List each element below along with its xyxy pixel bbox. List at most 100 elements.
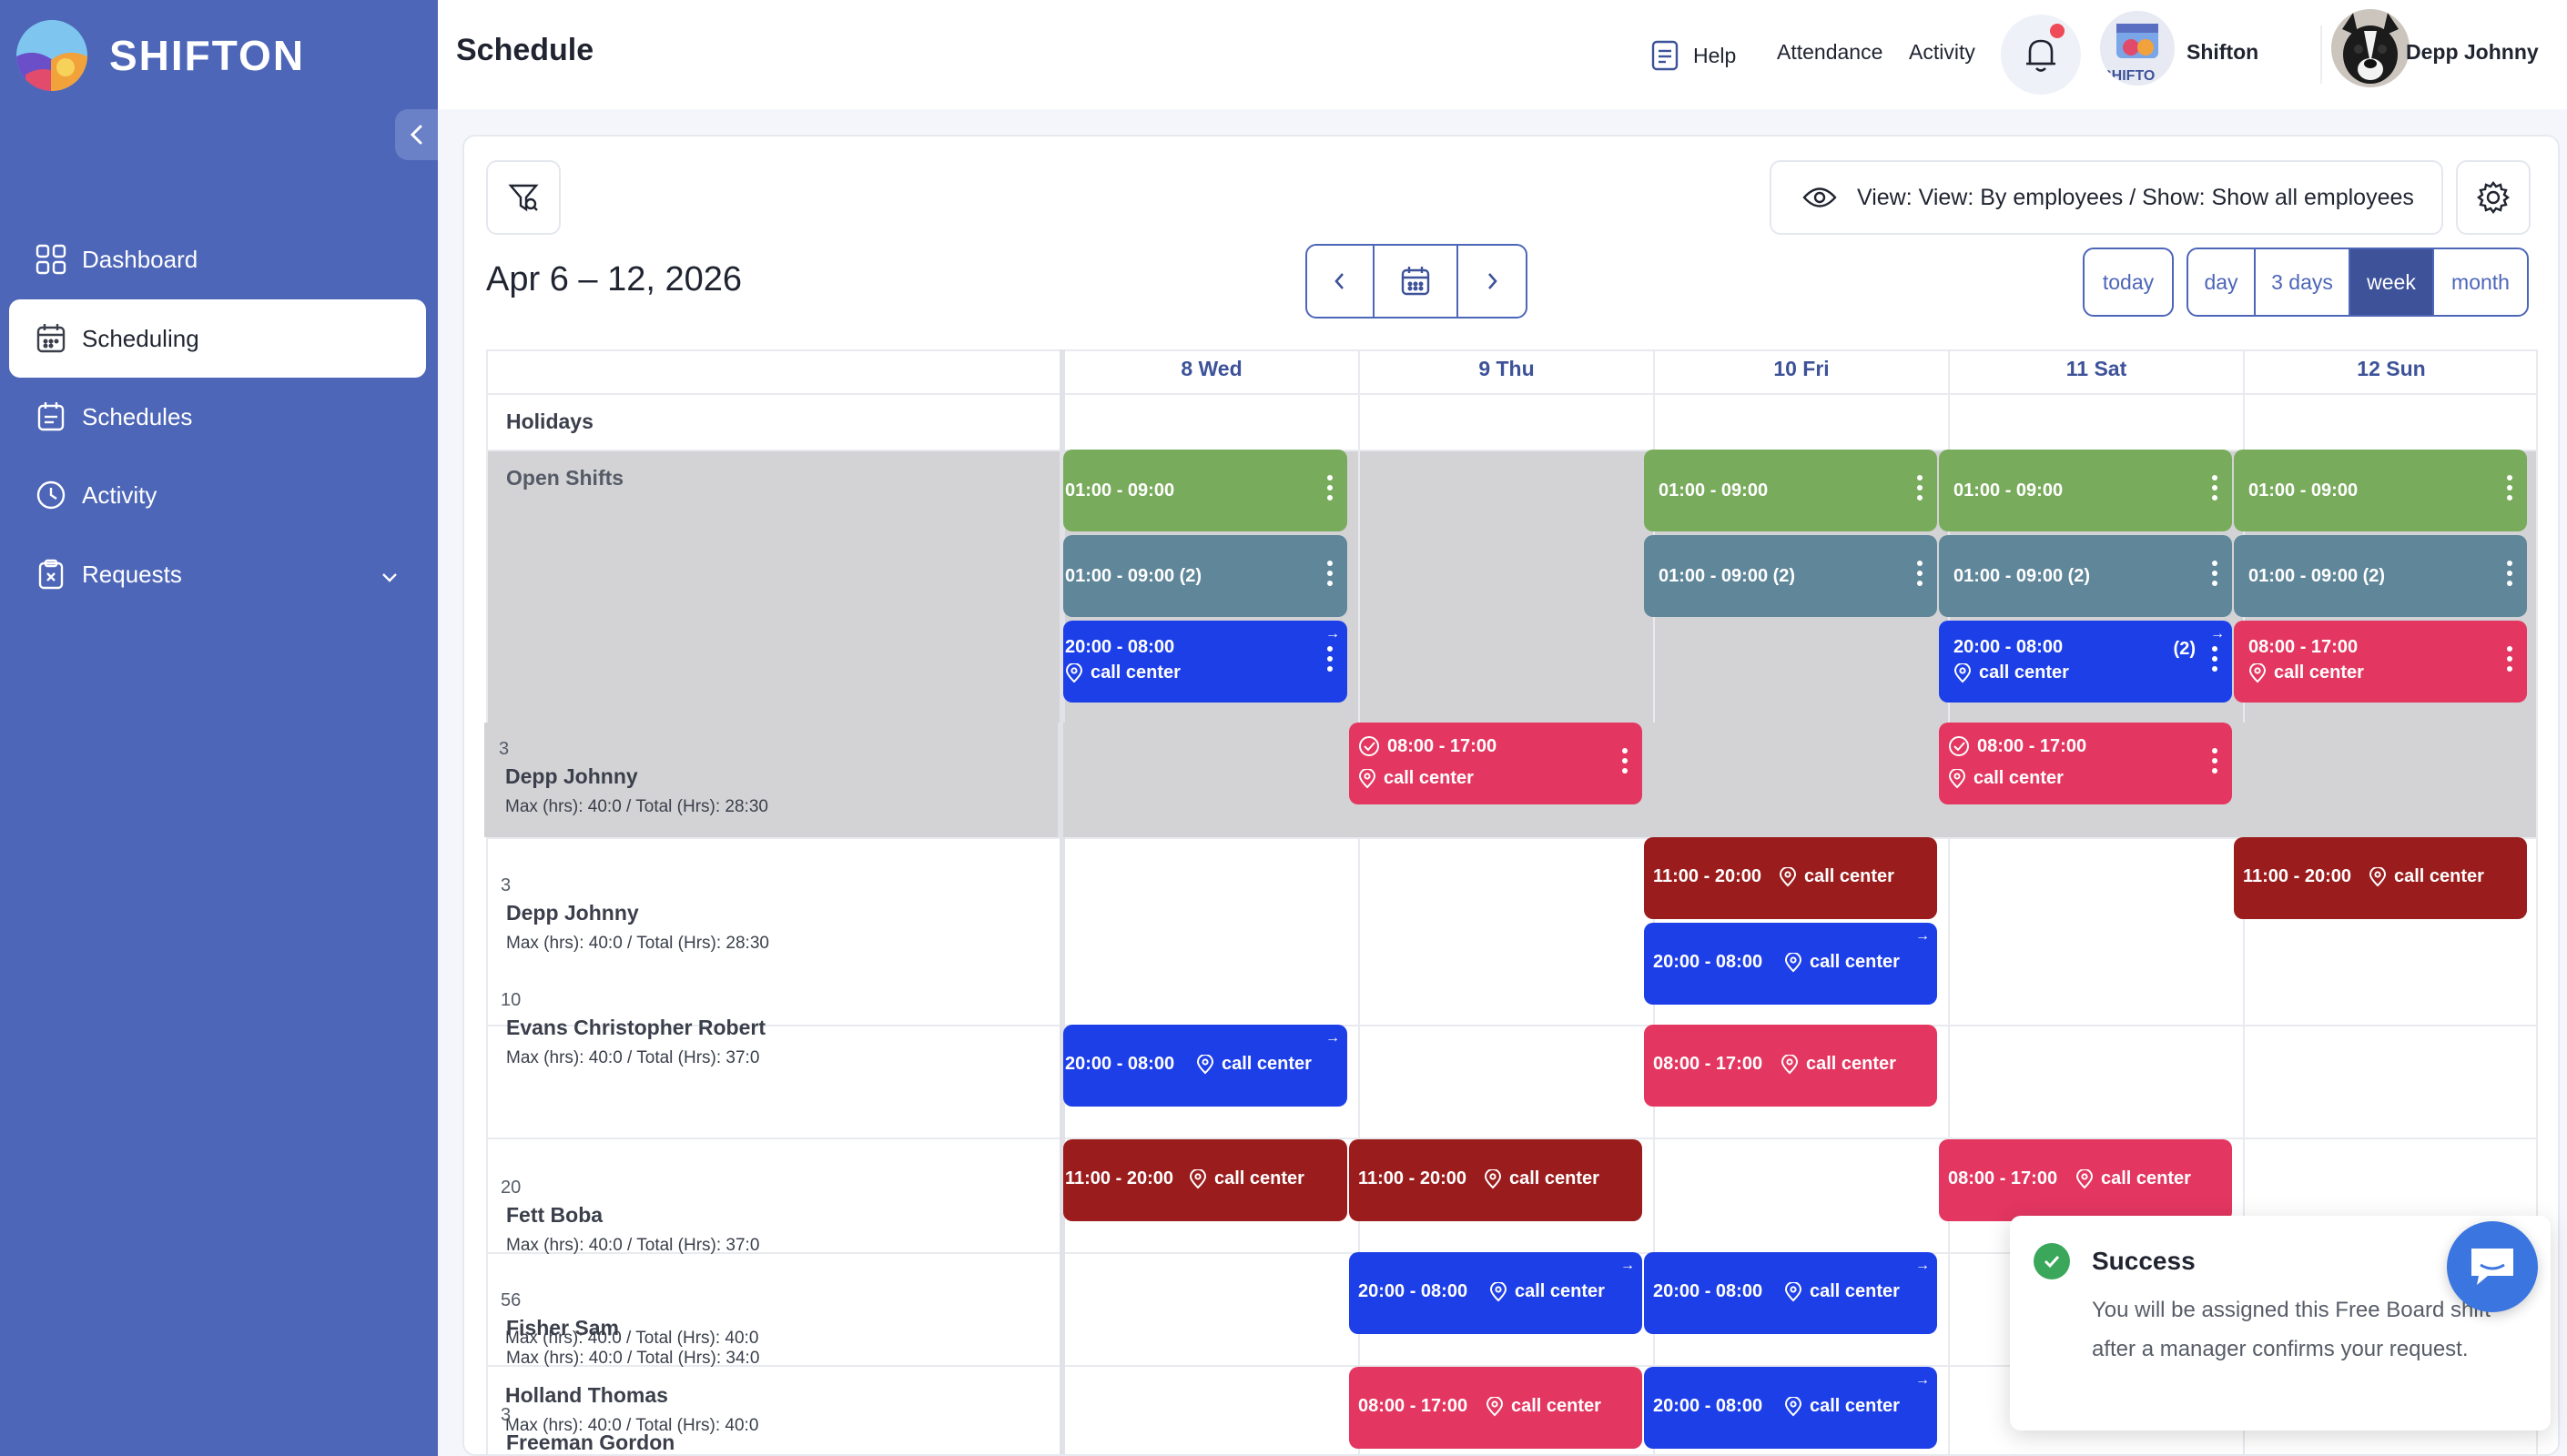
shift-card[interactable]: 11:00 - 20:00 call center [1644, 837, 1937, 919]
chat-button[interactable] [2447, 1221, 2538, 1312]
shift-card[interactable]: 20:00 - 08:00 call center → [1644, 923, 1937, 1005]
shift-card[interactable]: 08:00 - 17:00 call center [1939, 1139, 2232, 1221]
chevron-down-icon[interactable] [380, 562, 399, 591]
shift-card[interactable]: 08:00 - 17:00 call center [1349, 723, 1642, 804]
more-vertical-icon[interactable] [1917, 561, 1923, 591]
shift-card[interactable]: 20:00 - 08:00 call center → [1644, 1252, 1937, 1334]
open-shift-card[interactable]: 01:00 - 09:00 [1644, 450, 1937, 531]
view-selector[interactable]: View: View: By employees / Show: Show al… [1770, 160, 2443, 235]
sidebar-item-activity[interactable]: Activity [9, 456, 426, 534]
open-shift-card[interactable]: 01:00 - 09:00 (2) [2234, 535, 2527, 617]
open-shift-card[interactable]: 01:00 - 09:00 [1939, 450, 2232, 531]
more-vertical-icon[interactable] [2507, 646, 2512, 676]
open-shift-card[interactable]: 08:00 - 17:00 call center [2234, 621, 2527, 703]
open-shift-card[interactable]: 01:00 - 09:00 [2234, 450, 2527, 531]
more-vertical-icon[interactable] [2212, 646, 2217, 676]
more-vertical-icon[interactable] [1622, 748, 1628, 778]
day-header[interactable]: 12 Sun [2357, 357, 2426, 380]
shift-card[interactable]: 20:00 - 08:00 call center → [1349, 1252, 1642, 1334]
sidebar-item-requests[interactable]: Requests [9, 535, 426, 613]
open-shift-card[interactable]: 01:00 - 09:00 [1063, 450, 1347, 531]
prev-week-button[interactable] [1307, 246, 1375, 317]
more-vertical-icon[interactable] [2212, 475, 2217, 505]
settings-button[interactable] [2456, 160, 2531, 235]
divider [2320, 25, 2322, 84]
collapse-sidebar-button[interactable] [395, 109, 438, 160]
shift-card[interactable]: 11:00 - 20:00 call center [1349, 1139, 1642, 1221]
arrow-right-icon: → [1915, 928, 1930, 944]
more-vertical-icon[interactable] [2212, 748, 2217, 778]
notifications-button[interactable] [2001, 15, 2081, 95]
activity-link[interactable]: Activity [1909, 40, 1975, 64]
location-pin-icon [1489, 1281, 1507, 1301]
open-shift-card[interactable]: 01:00 - 09:00 (2) [1644, 535, 1937, 617]
shift-card[interactable]: 11:00 - 20:00 call center [2234, 837, 2527, 919]
company-avatar[interactable]: SHIFTO [2100, 11, 2175, 86]
employee-name[interactable]: Holland Thomas [505, 1383, 668, 1407]
shift-card[interactable]: 20:00 - 08:00 call center → [1063, 1025, 1347, 1107]
day-header[interactable]: 11 Sat [2065, 357, 2127, 380]
shift-card[interactable]: 11:00 - 20:00 call center [1063, 1139, 1347, 1221]
range-week-button[interactable]: week [2350, 249, 2434, 315]
company-name[interactable]: Shifton [2187, 40, 2259, 64]
shift-time: 20:00 - 08:00 [1358, 1281, 1468, 1301]
more-vertical-icon[interactable] [1327, 475, 1333, 505]
open-shift-card[interactable]: 01:00 - 09:00 (2) [1939, 535, 2232, 617]
schedule-list-icon [35, 400, 67, 433]
range-3days-button[interactable]: 3 days [2256, 249, 2350, 315]
svg-text:SHIFTO: SHIFTO [2102, 68, 2155, 84]
filter-button[interactable] [486, 160, 561, 235]
shift-location: call center [1065, 662, 1181, 683]
employee-name[interactable]: Evans Christopher Robert [506, 1016, 766, 1039]
open-shift-card[interactable]: 20:00 - 08:00 call center → [1063, 621, 1347, 703]
calendar-icon [1401, 267, 1430, 296]
employee-hours: Max (hrs): 40:0 / Total (Hrs): 28:30 [505, 797, 768, 816]
range-day-button[interactable]: day [2188, 249, 2256, 315]
more-vertical-icon[interactable] [1327, 561, 1333, 591]
shift-card[interactable]: 20:00 - 08:00 call center → [1644, 1367, 1937, 1449]
shift-time: 20:00 - 08:00 [1653, 952, 1763, 972]
sidebar-item-schedules[interactable]: Schedules [9, 378, 426, 456]
employee-name[interactable]: Fisher Sam [506, 1316, 619, 1340]
logo[interactable]: SHIFTON [16, 20, 305, 91]
user-avatar[interactable] [2331, 9, 2410, 87]
employee-name[interactable]: Freeman Gordon [506, 1431, 675, 1454]
shift-time: 01:00 - 09:00 [2248, 480, 2359, 500]
shift-location: call center [1196, 1054, 1312, 1075]
more-vertical-icon[interactable] [1917, 475, 1923, 505]
shift-time: 01:00 - 09:00 [1659, 480, 1769, 500]
shift-time: 08:00 - 17:00 [1948, 1168, 2058, 1188]
shift-location: call center [1486, 1396, 1601, 1417]
employee-hours: Max (hrs): 40:0 / Total (Hrs): 37:0 [506, 1236, 760, 1255]
more-vertical-icon[interactable] [2507, 561, 2512, 591]
today-button[interactable]: today [2083, 248, 2174, 317]
sidebar-item-dashboard[interactable]: Dashboard [9, 220, 426, 298]
more-vertical-icon[interactable] [2212, 561, 2217, 591]
user-name[interactable]: Depp Johnny [2406, 40, 2539, 64]
more-vertical-icon[interactable] [2507, 475, 2512, 505]
sidebar-item-scheduling[interactable]: Scheduling [9, 299, 426, 378]
location-pin-icon [1948, 768, 1966, 788]
day-header[interactable]: 9 Thu [1478, 357, 1535, 380]
attendance-link[interactable]: Attendance [1777, 40, 1883, 64]
shift-card[interactable]: 08:00 - 17:00 call center [1939, 723, 2232, 804]
range-month-button[interactable]: month [2451, 269, 2510, 294]
next-week-button[interactable] [1458, 246, 1526, 317]
employee-name[interactable]: Depp Johnny [506, 901, 639, 925]
day-header[interactable]: 8 Wed [1181, 357, 1243, 380]
shift-time: 01:00 - 09:00 (2) [1953, 566, 2091, 586]
shift-card[interactable]: 08:00 - 17:00 call center [1349, 1367, 1642, 1449]
shift-location: call center [1784, 952, 1900, 973]
more-vertical-icon[interactable] [1327, 646, 1333, 676]
help-link[interactable]: Help [1651, 40, 1736, 71]
open-shift-card[interactable]: 20:00 - 08:00 (2) call center → [1939, 621, 2232, 703]
employee-name[interactable]: Fett Boba [506, 1203, 604, 1227]
open-shift-card[interactable]: 01:00 - 09:00 (2) [1063, 535, 1347, 617]
clock-icon [35, 479, 67, 511]
shift-card[interactable]: 08:00 - 17:00 call center [1644, 1025, 1937, 1107]
employee-name[interactable]: Depp Johnny [505, 764, 638, 788]
filter-icon [508, 184, 539, 212]
day-header[interactable]: 10 Fri [1773, 357, 1830, 380]
date-picker-button[interactable] [1375, 246, 1458, 317]
logo-text: SHIFTON [109, 32, 306, 79]
